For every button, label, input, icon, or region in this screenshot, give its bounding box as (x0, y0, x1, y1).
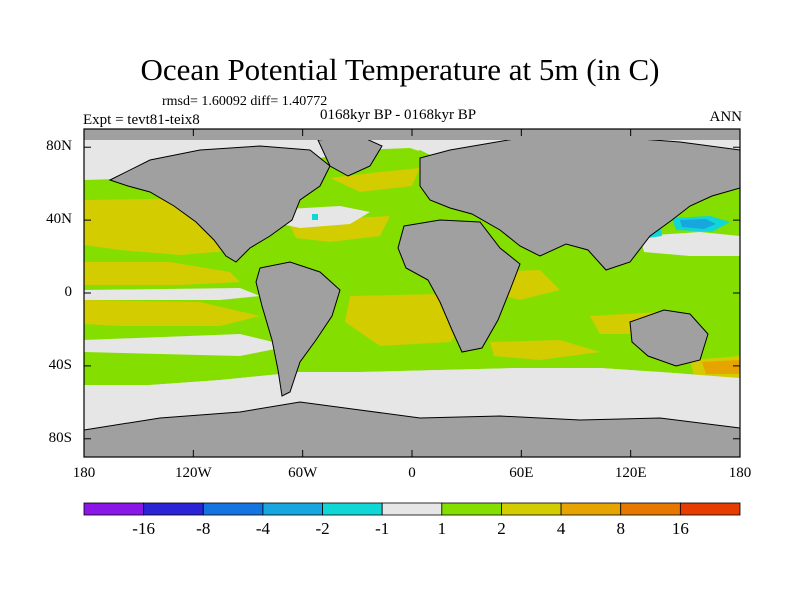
lat-tick-label: 0 (64, 284, 73, 300)
anomaly-region-near-zero (84, 288, 260, 300)
colorbar-swatch (83, 502, 145, 516)
land-south-america (255, 261, 341, 397)
lon-tick-label: 180 (728, 465, 752, 481)
anomaly-region-blue (680, 219, 716, 229)
colorbar-swatch (679, 502, 741, 516)
colorbar-label: 8 (616, 519, 625, 538)
map-title: Ocean Potential Temperature at 5m (in C) (140, 52, 660, 87)
land-antarctica (84, 401, 740, 457)
colorbar-label: 2 (497, 519, 506, 538)
colorbar-label: -16 (132, 519, 155, 538)
anomaly-region-olive (490, 340, 600, 360)
colorbar-label: 4 (556, 519, 566, 538)
anomaly-region-cyan (312, 214, 318, 220)
land-africa (397, 219, 521, 353)
colorbar-label: -8 (196, 519, 211, 538)
colorbar-label: 16 (671, 519, 689, 538)
stats-text: rmsd= 1.60092 diff= 1.40772 (162, 94, 328, 109)
colorbar-label: 1 (437, 519, 447, 538)
land-masses (84, 129, 740, 457)
map-plot-area (84, 129, 740, 457)
anomaly-region-olive (330, 168, 420, 192)
experiment-label: Expt = tevt81-teix8 (83, 112, 200, 128)
lon-tick-label: 0 (408, 465, 416, 481)
colorbar-swatch (202, 502, 264, 516)
lon-tick-label: 180 (72, 465, 96, 481)
colorbar-swatch (441, 502, 502, 516)
anomaly-region-olive (290, 216, 390, 242)
lat-tick-label: 80N (46, 138, 72, 155)
colorbar-label: -4 (255, 519, 270, 538)
lat-tick-label: 40S (48, 356, 72, 373)
colorbar-label: -2 (315, 519, 330, 538)
season-label: ANN (709, 109, 743, 125)
anomaly-region-near-zero (84, 334, 290, 356)
colorbar-swatch (381, 502, 443, 516)
axis-ticks (83, 129, 741, 457)
anomaly-region-olive (345, 294, 470, 346)
lat-tick-label: 40N (46, 211, 72, 228)
lon-tick-label: 60W (288, 465, 318, 481)
colorbar-swatch (262, 502, 323, 516)
colorbar-swatch (322, 502, 383, 516)
lon-tick-label: 60E (509, 465, 534, 481)
lon-tick-label: 120E (614, 465, 647, 481)
period-label: 0168kyr BP - 0168kyr BP (320, 107, 477, 123)
colorbar-label: -1 (375, 519, 390, 538)
anomaly-region-olive (84, 262, 240, 285)
colorbar-swatch (620, 502, 681, 516)
land-australia (629, 309, 709, 367)
anomaly-region-near-zero (640, 232, 740, 256)
colorbar (83, 502, 741, 516)
land-north-america (108, 145, 331, 263)
lon-tick-label: 120W (174, 465, 212, 481)
colorbar-swatch (560, 502, 622, 516)
lat-tick-label: 80S (48, 429, 72, 446)
colorbar-swatch (501, 502, 562, 516)
anomaly-region-orange (702, 360, 740, 374)
anomaly-region-olive (84, 300, 260, 326)
colorbar-swatch (143, 502, 204, 516)
